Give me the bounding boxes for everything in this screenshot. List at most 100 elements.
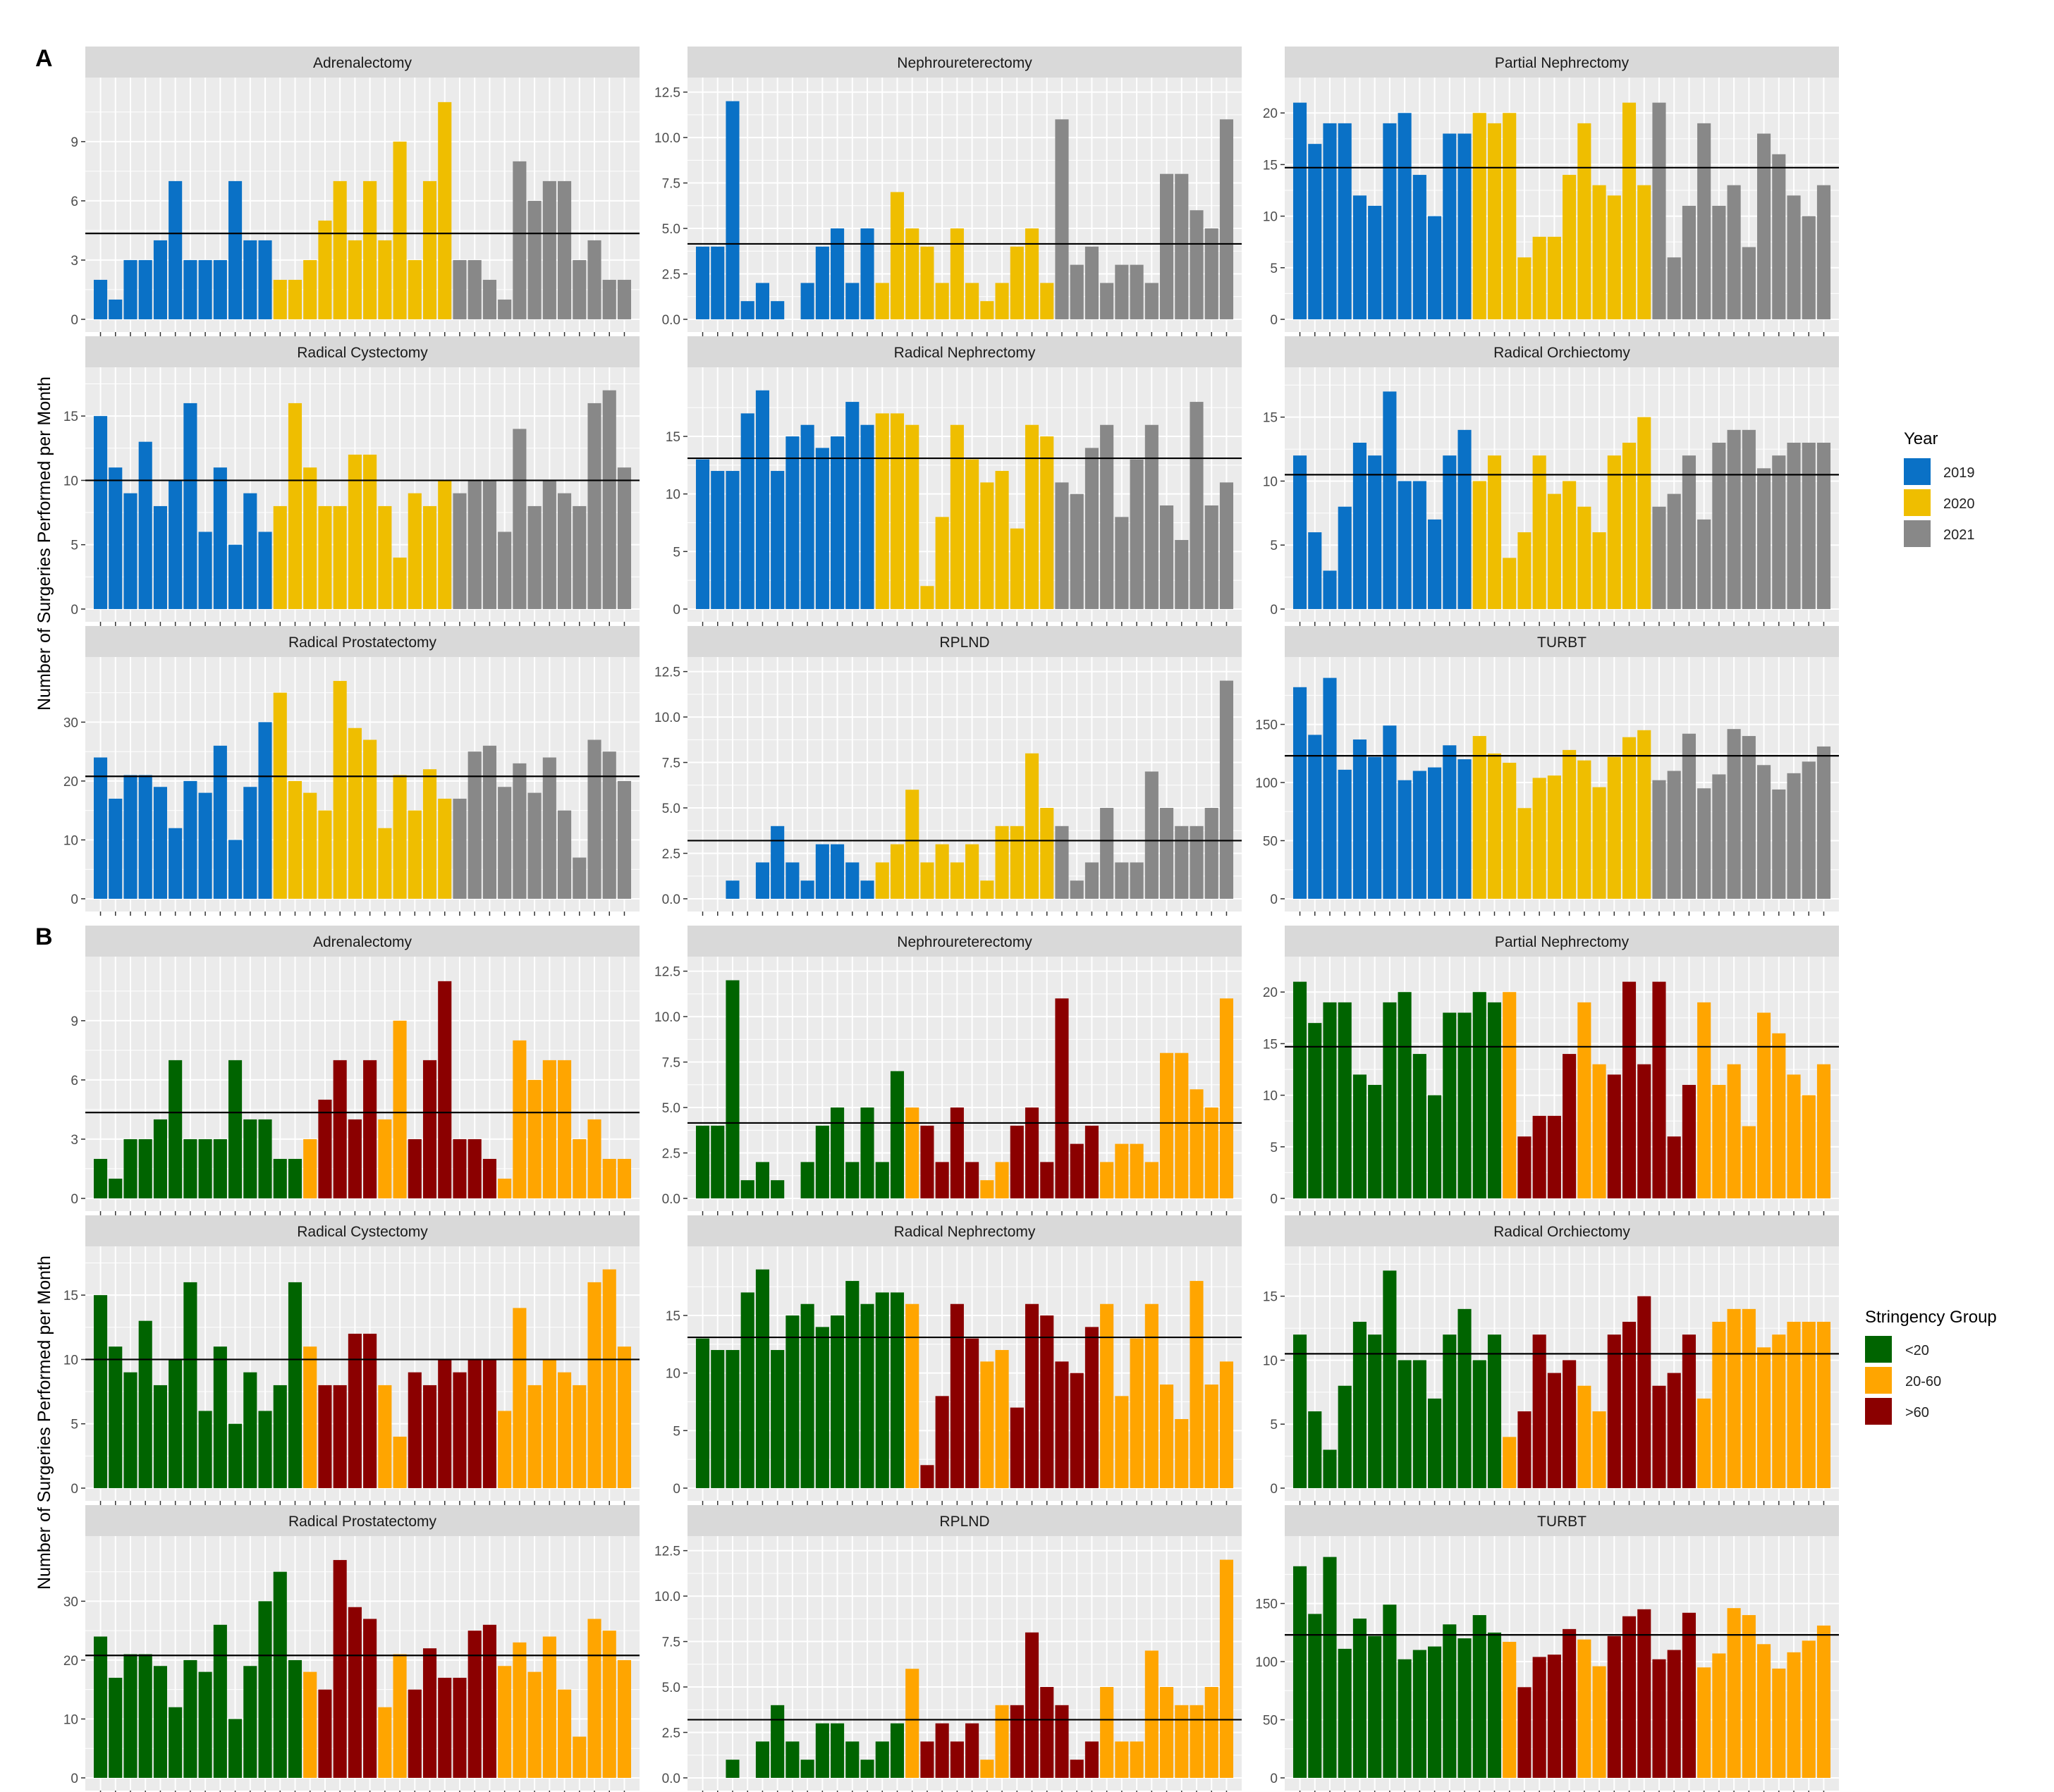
bar: [1160, 173, 1174, 319]
bar: [1115, 517, 1129, 609]
y-tick-label: 0: [1270, 603, 1278, 618]
bar: [527, 792, 542, 899]
bar: [482, 745, 496, 899]
bar: [950, 1741, 964, 1778]
y-tick-label: 2.5: [662, 1726, 680, 1741]
bar: [213, 259, 227, 319]
y-tick-label: 20: [1263, 106, 1278, 121]
bar: [1115, 1143, 1129, 1198]
plot-background: [85, 78, 640, 332]
bar: [482, 279, 496, 319]
bar: [1532, 778, 1546, 899]
bar: [711, 246, 725, 319]
bar: [1443, 1012, 1457, 1198]
bar: [1607, 1635, 1621, 1778]
bar: [138, 259, 152, 319]
bar: [755, 1741, 769, 1778]
bar: [378, 240, 392, 319]
legend-swatch-lt20: [1865, 1336, 1892, 1363]
facet-title: Radical Nephrectomy: [894, 1224, 1036, 1240]
y-tick-label: 0: [673, 1482, 680, 1497]
bar: [1144, 283, 1159, 319]
facet-strip: [1285, 47, 1839, 78]
bar: [1010, 1125, 1024, 1198]
bar: [1592, 1411, 1606, 1488]
bar: [1428, 1646, 1442, 1778]
bar: [935, 1396, 949, 1488]
bar: [1398, 992, 1412, 1198]
bar: [453, 798, 467, 899]
bar: [318, 1099, 332, 1198]
bar: [1070, 880, 1084, 899]
bar: [348, 1607, 362, 1778]
bar: [303, 467, 317, 609]
facet-strip: [85, 626, 640, 657]
bar: [1472, 1615, 1486, 1778]
bar: [1070, 1143, 1084, 1198]
bar: [303, 792, 317, 899]
bar: [303, 1139, 317, 1198]
bar: [1622, 1616, 1637, 1778]
bar: [1368, 1635, 1382, 1778]
legend-stringency-item: 20-60: [1865, 1367, 1941, 1394]
bar: [711, 1350, 725, 1488]
bar: [93, 279, 108, 319]
bar: [1040, 436, 1054, 609]
bar: [363, 1333, 377, 1488]
bar: [965, 459, 979, 609]
bar: [393, 775, 407, 899]
bar: [123, 259, 137, 319]
bar: [1144, 771, 1159, 899]
bar: [875, 1162, 889, 1198]
legend-swatch-2019: [1904, 458, 1931, 485]
bar: [1697, 519, 1711, 609]
bar: [1802, 442, 1816, 609]
bar: [1292, 687, 1307, 899]
bar: [93, 757, 108, 899]
bar: [1757, 1012, 1771, 1198]
bar: [1084, 1741, 1099, 1778]
bar: [831, 844, 845, 899]
bar: [587, 1619, 601, 1778]
bar: [1398, 113, 1412, 319]
bar: [1772, 789, 1786, 899]
bar: [1025, 753, 1039, 899]
legend-stringency-title: Stringency Group: [1865, 1308, 1997, 1327]
bar: [800, 1162, 814, 1198]
bar: [1160, 1385, 1174, 1488]
bar: [1084, 862, 1099, 899]
bar: [950, 1303, 964, 1488]
bar: [333, 1060, 347, 1198]
bar: [1070, 1760, 1084, 1778]
bar: [169, 1359, 183, 1488]
bar: [726, 1760, 740, 1778]
bar: [438, 1677, 452, 1778]
bar: [905, 1669, 919, 1778]
bar: [845, 1162, 860, 1198]
bar: [1592, 787, 1606, 899]
y-tick-label: 15: [63, 410, 78, 424]
bar: [198, 792, 212, 899]
bar: [1742, 429, 1756, 609]
bar: [1010, 1705, 1024, 1778]
plot-background: [85, 1246, 640, 1501]
bar: [935, 844, 949, 899]
y-tick-label: 20: [63, 1654, 78, 1669]
bar: [1412, 1054, 1426, 1198]
y-tick-label: 10: [63, 833, 78, 848]
facet-title: Radical Prostatectomy: [288, 1514, 437, 1530]
bar: [228, 1719, 243, 1778]
bar: [1787, 1074, 1801, 1198]
bar: [1308, 735, 1322, 899]
bar: [333, 1385, 347, 1488]
bar: [771, 1705, 785, 1778]
bar: [1190, 210, 1204, 319]
bar: [1697, 1398, 1711, 1488]
bar: [183, 1659, 197, 1778]
bar: [771, 1350, 785, 1488]
bar: [875, 283, 889, 319]
bar: [1652, 506, 1666, 609]
bar: [1727, 185, 1741, 319]
y-tick-label: 3: [71, 1133, 78, 1148]
y-tick-label: 15: [1263, 1290, 1278, 1305]
